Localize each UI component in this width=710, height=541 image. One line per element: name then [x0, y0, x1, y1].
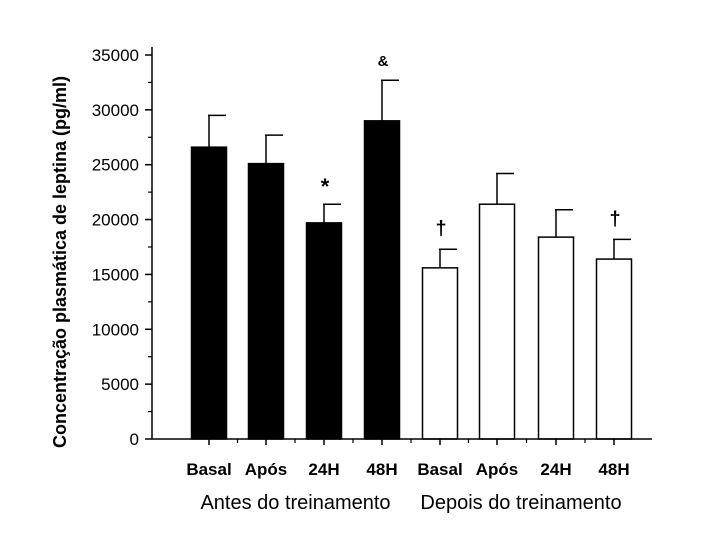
y-tick-label-0: 0 [130, 430, 139, 449]
x-tick-label-1: Basal [186, 460, 231, 479]
labels-layer: 0 5000 10000 15000 20000 25000 30000 35000 Basal… [92, 46, 630, 514]
bar-2 [247, 162, 285, 440]
error-bars-layer [208, 79, 631, 268]
bars-layer [190, 120, 633, 440]
y-tick-label-20000: 20000 [92, 211, 139, 230]
bar-1 [190, 146, 228, 440]
y-tick-label-30000: 30000 [92, 101, 139, 120]
error-bar-5 [439, 248, 457, 268]
axes-layer [145, 47, 652, 445]
x-tick-label-7: 24H [540, 460, 571, 479]
error-bar-2 [265, 134, 283, 164]
error-bar-8 [613, 238, 631, 260]
bar-8 [595, 258, 633, 440]
bar-5 [421, 267, 459, 440]
x-tick-label-3: 24H [308, 460, 339, 479]
y-axis-title: Concentração plasmática de leptina (pg/m… [50, 76, 70, 448]
group-label-1: Antes do treinamento [200, 492, 390, 514]
group-label-2: Depois do treinamento [420, 492, 621, 514]
x-tick-label-4: 48H [366, 460, 397, 479]
annotation-5: † [435, 218, 446, 240]
y-tick-label-10000: 10000 [92, 320, 139, 339]
x-tick-label-8: 48H [598, 460, 629, 479]
annotation-4: & [378, 53, 389, 70]
y-tick-label-15000: 15000 [92, 265, 139, 284]
error-bar-4 [381, 79, 399, 121]
error-bar-1 [208, 114, 226, 148]
bar-3 [305, 222, 343, 440]
error-bar-6 [496, 172, 514, 205]
annotation-8: † [609, 208, 620, 230]
y-tick-label-35000: 35000 [92, 46, 139, 65]
x-tick-label-2: Após [245, 460, 288, 479]
error-bar-7 [555, 208, 573, 238]
bar-4 [363, 120, 401, 440]
bar-6 [478, 203, 516, 440]
error-bar-3 [323, 203, 341, 223]
x-tick-label-5: Basal [417, 460, 462, 479]
y-tick-label-25000: 25000 [92, 156, 139, 175]
x-tick-label-6: Após [476, 460, 519, 479]
bar-7 [537, 236, 575, 440]
y-tick-label-5000: 5000 [101, 375, 139, 394]
annotation-3: * [321, 174, 330, 199]
